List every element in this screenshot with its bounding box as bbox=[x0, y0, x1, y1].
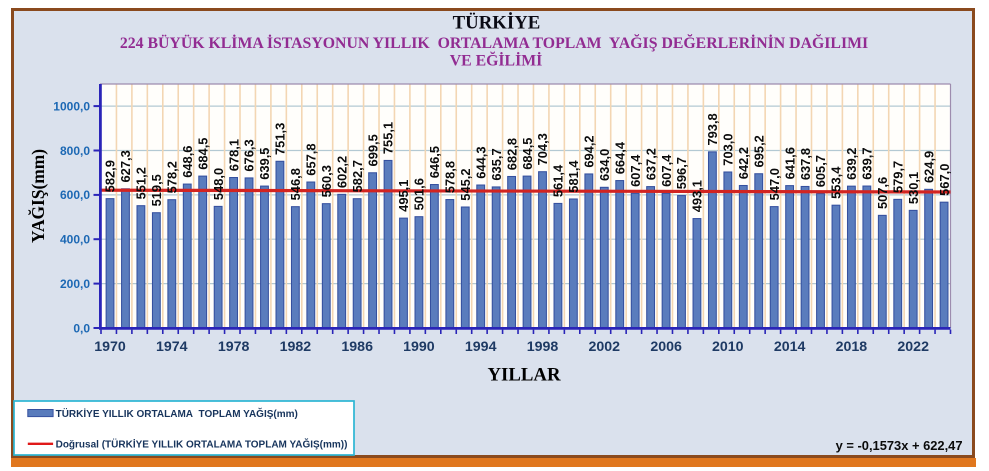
svg-text:582,9: 582,9 bbox=[103, 160, 118, 192]
svg-text:635,7: 635,7 bbox=[489, 148, 504, 180]
svg-text:607,4: 607,4 bbox=[628, 154, 643, 187]
svg-text:627,3: 627,3 bbox=[118, 150, 133, 182]
svg-text:641,6: 641,6 bbox=[782, 147, 797, 179]
svg-text:600,0: 600,0 bbox=[60, 188, 90, 202]
svg-text:2006: 2006 bbox=[650, 339, 682, 355]
svg-text:530,1: 530,1 bbox=[906, 172, 921, 204]
svg-text:624,9: 624,9 bbox=[921, 151, 936, 183]
svg-text:579,7: 579,7 bbox=[890, 161, 905, 193]
svg-text:567,0: 567,0 bbox=[937, 164, 952, 196]
svg-text:605,7: 605,7 bbox=[813, 155, 828, 187]
svg-text:581,4: 581,4 bbox=[566, 160, 581, 193]
svg-text:1000,0: 1000,0 bbox=[53, 99, 90, 113]
svg-text:607,4: 607,4 bbox=[659, 154, 674, 187]
svg-text:694,2: 694,2 bbox=[582, 135, 597, 167]
svg-text:200,0: 200,0 bbox=[60, 277, 90, 291]
svg-text:501,6: 501,6 bbox=[412, 178, 427, 210]
svg-text:TÜRKİYE: TÜRKİYE bbox=[453, 13, 541, 34]
svg-text:0,0: 0,0 bbox=[73, 321, 90, 335]
svg-text:676,3: 676,3 bbox=[242, 139, 257, 171]
svg-text:682,8: 682,8 bbox=[504, 138, 519, 170]
svg-text:YILLAR: YILLAR bbox=[487, 364, 560, 385]
svg-text:519,5: 519,5 bbox=[149, 174, 164, 206]
svg-text:1970: 1970 bbox=[94, 339, 126, 355]
svg-text:TÜRKİYE YILLIK ORTALAMA TOPLA: TÜRKİYE YILLIK ORTALAMA TOPLAM YAĞIŞ(mm) bbox=[56, 407, 298, 420]
svg-text:553,4: 553,4 bbox=[829, 166, 844, 199]
svg-text:548,0: 548,0 bbox=[211, 168, 226, 200]
svg-text:596,7: 596,7 bbox=[674, 157, 689, 189]
svg-text:751,3: 751,3 bbox=[273, 123, 288, 155]
svg-text:578,8: 578,8 bbox=[443, 161, 458, 193]
svg-text:1998: 1998 bbox=[527, 339, 559, 355]
svg-text:VE EĞİLİMİ: VE EĞİLİMİ bbox=[450, 50, 543, 69]
svg-text:578,2: 578,2 bbox=[165, 161, 180, 193]
svg-text:1994: 1994 bbox=[465, 339, 497, 355]
svg-text:642,2: 642,2 bbox=[736, 147, 751, 179]
svg-text:800,0: 800,0 bbox=[60, 144, 90, 158]
svg-text:648,6: 648,6 bbox=[180, 146, 195, 178]
svg-text:2010: 2010 bbox=[712, 339, 744, 355]
svg-text:602,2: 602,2 bbox=[334, 156, 349, 188]
svg-text:2022: 2022 bbox=[897, 339, 929, 355]
svg-text:545,2: 545,2 bbox=[458, 168, 473, 200]
svg-text:637,8: 637,8 bbox=[798, 148, 813, 180]
svg-text:224 BÜYÜK KLİMA İSTASYONUN YIL: 224 BÜYÜK KLİMA İSTASYONUN YILLIK ORTALA… bbox=[120, 33, 868, 52]
svg-text:1986: 1986 bbox=[341, 339, 373, 355]
svg-text:y = -0,1573x + 622,47: y = -0,1573x + 622,47 bbox=[836, 438, 963, 453]
svg-text:755,1: 755,1 bbox=[381, 122, 396, 154]
svg-text:507,6: 507,6 bbox=[875, 177, 890, 209]
svg-text:546,8: 546,8 bbox=[288, 168, 303, 200]
svg-text:703,0: 703,0 bbox=[721, 133, 736, 165]
svg-text:YAĞIŞ(mm): YAĞIŞ(mm) bbox=[28, 149, 48, 243]
svg-text:644,3: 644,3 bbox=[473, 146, 488, 178]
svg-text:2018: 2018 bbox=[836, 339, 868, 355]
svg-text:400,0: 400,0 bbox=[60, 233, 90, 247]
svg-text:547,0: 547,0 bbox=[767, 168, 782, 200]
svg-text:639,7: 639,7 bbox=[860, 147, 875, 179]
svg-text:582,7: 582,7 bbox=[350, 160, 365, 192]
svg-text:Doğrusal (TÜRKİYE YILLIK ORTAL: Doğrusal (TÜRKİYE YILLIK ORTALAMA TOPLAM… bbox=[56, 437, 348, 450]
svg-text:1982: 1982 bbox=[280, 339, 312, 355]
svg-text:637,2: 637,2 bbox=[643, 148, 658, 180]
svg-text:634,0: 634,0 bbox=[597, 149, 612, 181]
svg-text:1974: 1974 bbox=[156, 339, 188, 355]
svg-text:678,1: 678,1 bbox=[226, 139, 241, 171]
svg-text:2002: 2002 bbox=[589, 339, 621, 355]
svg-text:551,2: 551,2 bbox=[134, 167, 149, 199]
svg-text:695,2: 695,2 bbox=[751, 135, 766, 167]
svg-text:2014: 2014 bbox=[774, 339, 806, 355]
svg-text:699,5: 699,5 bbox=[365, 134, 380, 166]
svg-text:704,3: 704,3 bbox=[535, 133, 550, 165]
svg-text:561,4: 561,4 bbox=[551, 164, 566, 197]
svg-text:646,5: 646,5 bbox=[427, 146, 442, 178]
svg-text:1978: 1978 bbox=[218, 339, 250, 355]
svg-text:560,3: 560,3 bbox=[319, 165, 334, 197]
svg-text:1990: 1990 bbox=[403, 339, 435, 355]
svg-text:657,8: 657,8 bbox=[304, 143, 319, 175]
svg-text:664,4: 664,4 bbox=[612, 141, 627, 174]
svg-text:639,5: 639,5 bbox=[257, 148, 272, 180]
svg-text:493,1: 493,1 bbox=[690, 180, 705, 212]
svg-text:684,5: 684,5 bbox=[520, 138, 535, 170]
svg-text:684,5: 684,5 bbox=[195, 138, 210, 170]
svg-text:793,8: 793,8 bbox=[705, 113, 720, 145]
svg-text:639,2: 639,2 bbox=[844, 148, 859, 180]
svg-text:495,1: 495,1 bbox=[396, 180, 411, 212]
